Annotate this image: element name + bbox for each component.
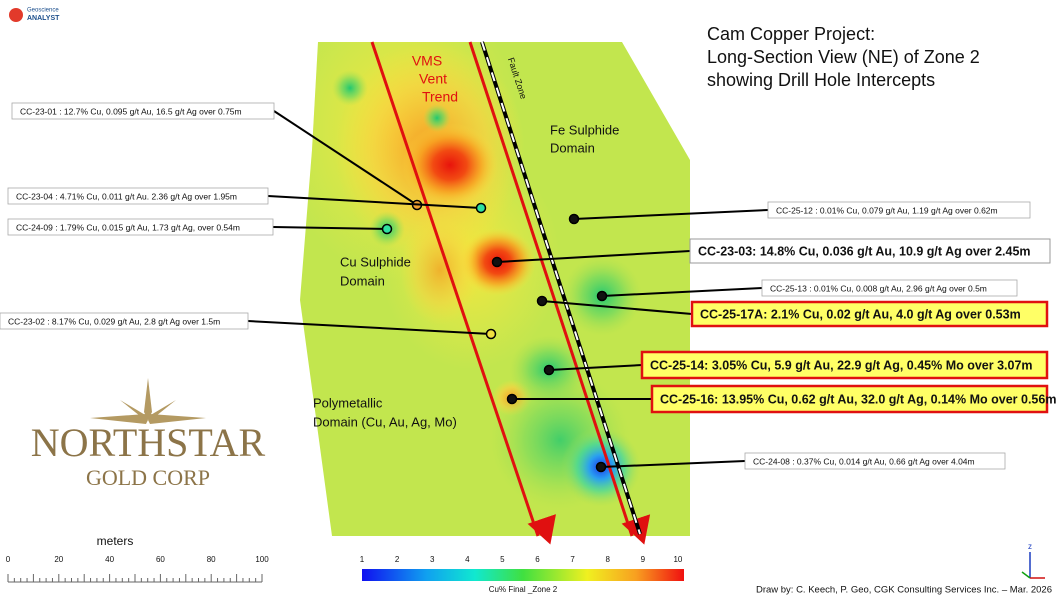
callout-box — [11, 102, 275, 120]
callout-box — [640, 350, 1049, 380]
callout-label: CC-23-01 : 12.7% Cu, 0.095 g/t Au, 16.5 … — [20, 106, 242, 116]
domain-label: Domain (Cu, Au, Ag, Mo) — [313, 414, 457, 429]
callout-label: CC-25-16: 13.95% Cu, 0.62 g/t Au, 32.0 g… — [660, 392, 1056, 406]
trend-line — [468, 41, 651, 545]
colorbar-tick-label: 5 — [500, 555, 505, 564]
scale-tick-label: 40 — [105, 555, 114, 564]
leader-line — [496, 250, 691, 263]
callout-box — [7, 218, 274, 236]
company-star — [90, 378, 206, 424]
leader-line — [272, 226, 388, 230]
domain-label: Domain — [340, 273, 385, 288]
callout-box — [689, 238, 1051, 264]
scale-tick-label: 100 — [255, 555, 269, 564]
colorbar-tick-label: 8 — [605, 555, 610, 564]
drill-point — [475, 202, 487, 214]
scale-tick-label: 0 — [6, 555, 11, 564]
callout-box — [650, 384, 1049, 414]
colorbar-tick-label: 3 — [430, 555, 435, 564]
callout-label: CC-23-04 : 4.71% Cu, 0.011 g/t Au. 2.36 … — [16, 191, 237, 201]
logo-name: ANALYST — [27, 15, 60, 22]
drill-point — [381, 223, 393, 235]
leader-line — [267, 195, 482, 209]
leader-line — [273, 110, 418, 206]
fault-line — [481, 41, 641, 535]
leader-line — [600, 460, 746, 468]
callout-label: CC-25-17A: 2.1% Cu, 0.02 g/t Au, 4.0 g/t… — [700, 307, 1021, 321]
leader-line — [573, 209, 769, 220]
trend-line — [370, 41, 556, 545]
scale-tick-label: 20 — [54, 555, 63, 564]
drill-point — [506, 393, 518, 405]
colorbar — [362, 569, 684, 581]
colorbar-tick-label: 2 — [395, 555, 400, 564]
drill-point — [595, 461, 607, 473]
scale-tick-label: 60 — [156, 555, 165, 564]
callout-label: CC-25-12 : 0.01% Cu, 0.079 g/t Au, 1.19 … — [776, 205, 998, 215]
drill-point — [543, 364, 555, 376]
logo-icon — [9, 8, 23, 22]
callout-box — [0, 312, 249, 330]
vms-label: VMS — [412, 53, 442, 69]
callout-box — [690, 300, 1049, 328]
credit: Draw by: C. Keech, P. Geo, CGK Consultin… — [756, 585, 1052, 596]
callout-label: CC-25-13 : 0.01% Cu, 0.008 g/t Au, 2.96 … — [770, 283, 987, 293]
drill-point — [568, 213, 580, 225]
vms-label: Vent — [419, 71, 447, 87]
company-name: NORTHSTAR — [31, 420, 266, 465]
heatmap — [300, 42, 690, 536]
drill-point — [536, 295, 548, 307]
callout-box — [767, 201, 1031, 219]
callout-box — [761, 279, 1018, 297]
drill-point — [491, 256, 503, 268]
leader-line — [601, 287, 763, 297]
callout-label: CC-24-09 : 1.79% Cu, 0.015 g/t Au, 1.73 … — [16, 222, 240, 232]
title-line: Long-Section View (NE) of Zone 2 — [707, 47, 980, 67]
axis-label: z — [1028, 542, 1032, 551]
logo-brand: Geoscience — [27, 8, 59, 14]
leader-line — [541, 300, 693, 315]
scale-tick-label: 80 — [207, 555, 216, 564]
callout-label: CC-25-14: 3.05% Cu, 5.9 g/t Au, 22.9 g/t… — [650, 358, 1033, 372]
scale-title: meters — [97, 534, 134, 548]
domain-label: Fe Sulphide — [550, 122, 619, 137]
vms-label: Trend — [422, 89, 458, 105]
title-line: Cam Copper Project: — [707, 24, 875, 44]
leader-line — [548, 364, 643, 371]
title-line: showing Drill Hole Intercepts — [707, 70, 935, 90]
callout-box — [744, 452, 1006, 470]
drill-point — [596, 290, 608, 302]
colorbar-tick-label: 7 — [570, 555, 575, 564]
company-name: GOLD CORP — [86, 465, 210, 490]
colorbar-tick-label: 1 — [360, 555, 365, 564]
axis-indicator — [1021, 571, 1031, 579]
colorbar-tick-label: 9 — [641, 555, 646, 564]
callout-label: CC-24-08 : 0.37% Cu, 0.014 g/t Au, 0.66 … — [753, 456, 975, 466]
drill-point — [485, 328, 497, 340]
domain-label: Polymetallic — [313, 395, 383, 410]
domain-label: Cu Sulphide — [340, 254, 411, 269]
leader-line — [247, 320, 492, 335]
colorbar-tick-label: 6 — [535, 555, 540, 564]
callout-label: CC-23-03: 14.8% Cu, 0.036 g/t Au, 10.9 g… — [698, 244, 1031, 258]
callout-box — [7, 187, 269, 205]
colorbar-tick-label: 4 — [465, 555, 470, 564]
domain-label: Domain — [550, 140, 595, 155]
colorbar-label: Cu% Final _Zone 2 — [489, 585, 558, 594]
callout-label: CC-23-02 : 8.17% Cu, 0.029 g/t Au, 2.8 g… — [8, 316, 220, 326]
colorbar-tick-label: 10 — [673, 555, 682, 564]
